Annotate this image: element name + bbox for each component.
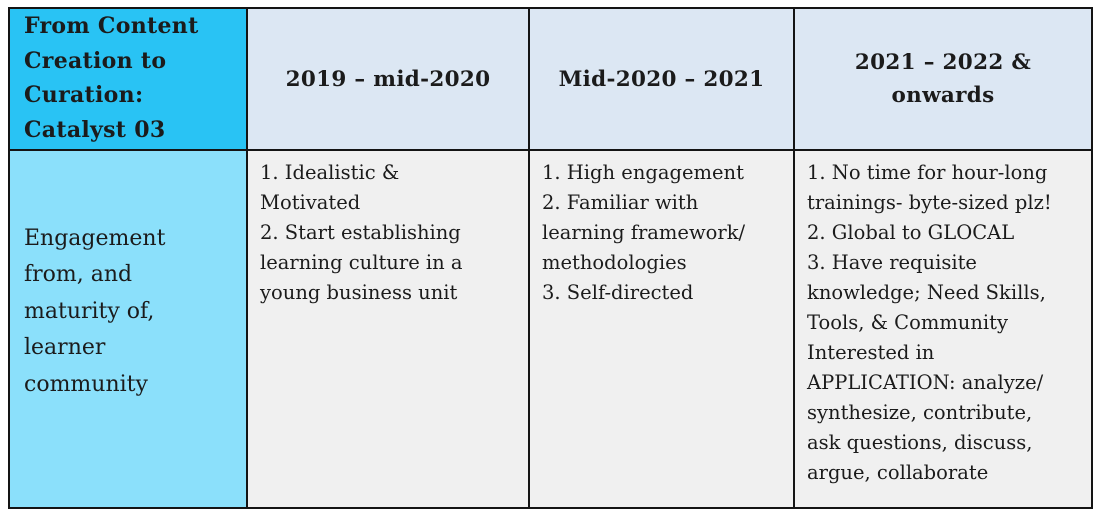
header-cell-period-1: 2019 – mid-2020 — [246, 7, 530, 151]
body-cell-period-3: 1. No time for hour-long trainings- byte… — [793, 149, 1093, 509]
table-row: Engagement from, and maturity of, learne… — [8, 149, 1093, 509]
header-cell-period-3: 2021 – 2022 & onwards — [793, 7, 1093, 151]
header-row: From Content Creation to Curation: Catal… — [8, 7, 1093, 151]
body-cell-period-1: 1. Idealistic & Motivated 2. Start estab… — [246, 149, 530, 509]
timeline-table: From Content Creation to Curation: Catal… — [8, 7, 1093, 509]
body-cell-period-2: 1. High engagement 2. Familiar with lear… — [528, 149, 795, 509]
header-corner-cell: From Content Creation to Curation: Catal… — [8, 7, 248, 151]
row-label-engagement: Engagement from, and maturity of, learne… — [8, 149, 248, 509]
header-cell-period-2: Mid-2020 – 2021 — [528, 7, 795, 151]
